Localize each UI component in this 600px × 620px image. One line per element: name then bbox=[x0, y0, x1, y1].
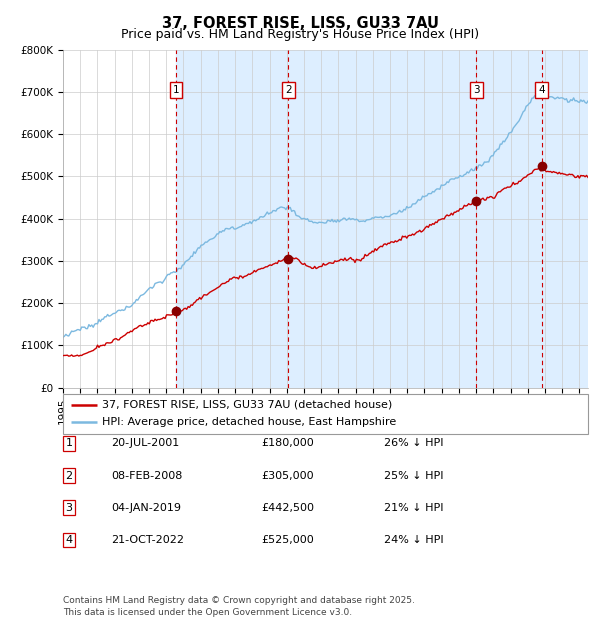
Text: 26% ↓ HPI: 26% ↓ HPI bbox=[384, 438, 443, 448]
Text: 4: 4 bbox=[538, 85, 545, 95]
Text: £305,000: £305,000 bbox=[261, 471, 314, 480]
Bar bbox=[176, 50, 588, 388]
Text: 08-FEB-2008: 08-FEB-2008 bbox=[111, 471, 182, 480]
Text: 24% ↓ HPI: 24% ↓ HPI bbox=[384, 535, 443, 545]
Text: £442,500: £442,500 bbox=[261, 503, 314, 513]
Text: 04-JAN-2019: 04-JAN-2019 bbox=[111, 503, 181, 513]
Text: 20-JUL-2001: 20-JUL-2001 bbox=[111, 438, 179, 448]
Text: 1: 1 bbox=[172, 85, 179, 95]
Text: Contains HM Land Registry data © Crown copyright and database right 2025.
This d: Contains HM Land Registry data © Crown c… bbox=[63, 596, 415, 617]
Text: 4: 4 bbox=[65, 535, 73, 545]
Text: £525,000: £525,000 bbox=[261, 535, 314, 545]
Text: 3: 3 bbox=[473, 85, 480, 95]
Text: 37, FOREST RISE, LISS, GU33 7AU (detached house): 37, FOREST RISE, LISS, GU33 7AU (detache… bbox=[103, 399, 392, 410]
Text: 3: 3 bbox=[65, 503, 73, 513]
Text: 21-OCT-2022: 21-OCT-2022 bbox=[111, 535, 184, 545]
Text: 2: 2 bbox=[285, 85, 292, 95]
Text: 1: 1 bbox=[65, 438, 73, 448]
Text: £180,000: £180,000 bbox=[261, 438, 314, 448]
FancyBboxPatch shape bbox=[63, 394, 588, 434]
Text: 21% ↓ HPI: 21% ↓ HPI bbox=[384, 503, 443, 513]
Text: 25% ↓ HPI: 25% ↓ HPI bbox=[384, 471, 443, 480]
Text: 2: 2 bbox=[65, 471, 73, 480]
Text: 37, FOREST RISE, LISS, GU33 7AU: 37, FOREST RISE, LISS, GU33 7AU bbox=[161, 16, 439, 30]
Text: Price paid vs. HM Land Registry's House Price Index (HPI): Price paid vs. HM Land Registry's House … bbox=[121, 28, 479, 41]
Text: HPI: Average price, detached house, East Hampshire: HPI: Average price, detached house, East… bbox=[103, 417, 397, 427]
